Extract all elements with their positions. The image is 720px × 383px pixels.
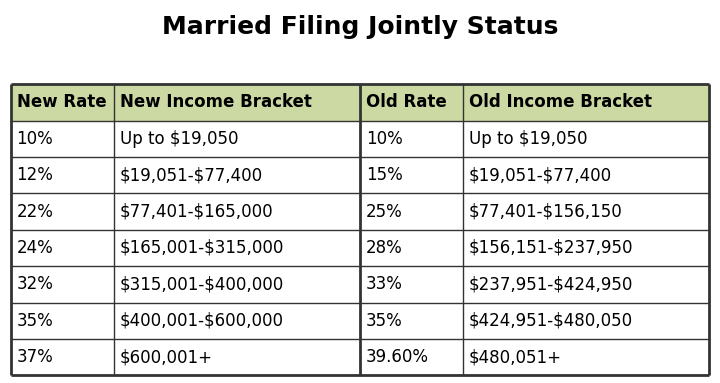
- Bar: [11, 157, 114, 193]
- Bar: [360, 193, 463, 230]
- Bar: [114, 121, 360, 157]
- Text: $156,151-$237,950: $156,151-$237,950: [469, 239, 633, 257]
- Bar: [463, 230, 709, 266]
- Text: 22%: 22%: [17, 203, 53, 221]
- Bar: [114, 303, 360, 339]
- Text: 10%: 10%: [17, 130, 53, 148]
- Text: 39.60%: 39.60%: [366, 348, 429, 366]
- Text: $19,051-$77,400: $19,051-$77,400: [469, 166, 612, 184]
- Bar: [463, 303, 709, 339]
- Bar: [11, 339, 114, 375]
- Text: 24%: 24%: [17, 239, 53, 257]
- Text: $237,951-$424,950: $237,951-$424,950: [469, 275, 633, 293]
- Bar: [11, 266, 114, 303]
- Text: 32%: 32%: [17, 275, 53, 293]
- Bar: [463, 84, 709, 121]
- Bar: [11, 303, 114, 339]
- Text: $600,001+: $600,001+: [120, 348, 212, 366]
- Bar: [360, 266, 463, 303]
- Text: Married Filing Jointly Status: Married Filing Jointly Status: [162, 15, 558, 39]
- Bar: [114, 84, 360, 121]
- Text: Up to $19,050: Up to $19,050: [120, 130, 238, 148]
- Bar: [360, 121, 463, 157]
- Text: 28%: 28%: [366, 239, 402, 257]
- Text: $165,001-$315,000: $165,001-$315,000: [120, 239, 284, 257]
- Text: Old Rate: Old Rate: [366, 93, 446, 111]
- Bar: [463, 121, 709, 157]
- Bar: [114, 339, 360, 375]
- Bar: [11, 121, 114, 157]
- Bar: [114, 266, 360, 303]
- Bar: [360, 303, 463, 339]
- Bar: [463, 157, 709, 193]
- Text: New Income Bracket: New Income Bracket: [120, 93, 312, 111]
- Text: 10%: 10%: [366, 130, 402, 148]
- Bar: [114, 157, 360, 193]
- Text: 15%: 15%: [366, 166, 402, 184]
- Bar: [114, 230, 360, 266]
- Text: $315,001-$400,000: $315,001-$400,000: [120, 275, 284, 293]
- Text: 12%: 12%: [17, 166, 53, 184]
- Bar: [360, 84, 463, 121]
- Text: $480,051+: $480,051+: [469, 348, 562, 366]
- Text: 33%: 33%: [366, 275, 402, 293]
- Text: $77,401-$165,000: $77,401-$165,000: [120, 203, 273, 221]
- Text: $77,401-$156,150: $77,401-$156,150: [469, 203, 623, 221]
- Bar: [11, 84, 114, 121]
- Bar: [360, 230, 463, 266]
- Bar: [11, 193, 114, 230]
- Bar: [463, 266, 709, 303]
- Text: $424,951-$480,050: $424,951-$480,050: [469, 312, 633, 330]
- Bar: [360, 339, 463, 375]
- Text: $400,001-$600,000: $400,001-$600,000: [120, 312, 284, 330]
- Text: New Rate: New Rate: [17, 93, 106, 111]
- Bar: [11, 230, 114, 266]
- Bar: [463, 193, 709, 230]
- Text: Up to $19,050: Up to $19,050: [469, 130, 588, 148]
- Text: 35%: 35%: [17, 312, 53, 330]
- Text: $19,051-$77,400: $19,051-$77,400: [120, 166, 263, 184]
- Bar: [114, 193, 360, 230]
- Text: 35%: 35%: [366, 312, 402, 330]
- Text: 25%: 25%: [366, 203, 402, 221]
- Bar: [463, 339, 709, 375]
- Text: 37%: 37%: [17, 348, 53, 366]
- Bar: [360, 157, 463, 193]
- Text: Old Income Bracket: Old Income Bracket: [469, 93, 652, 111]
